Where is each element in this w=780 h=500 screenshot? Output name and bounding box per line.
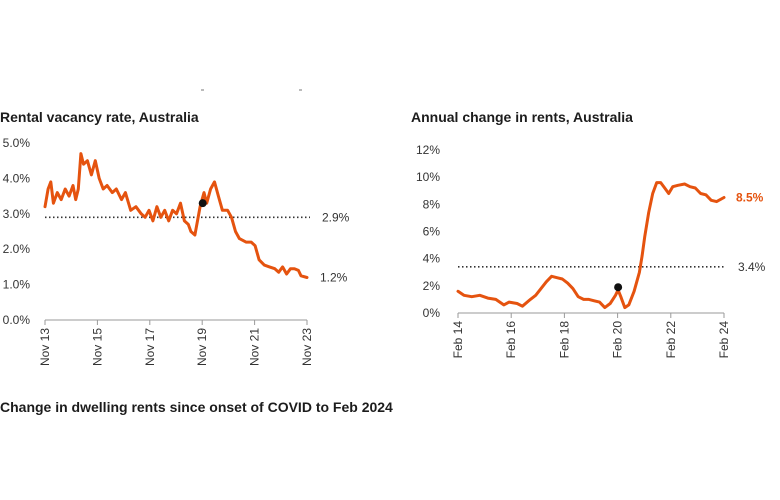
marker-point [198, 199, 207, 208]
y-tick-label: 4% [423, 252, 441, 266]
end-value-label: 8.5% [736, 191, 764, 205]
chart-title-vacancy: Rental vacancy rate, Australia [0, 109, 199, 125]
x-tick-label: Nov 13 [38, 328, 52, 366]
x-tick-label: Feb 16 [504, 321, 518, 359]
y-tick-label: 1.0% [3, 278, 31, 292]
y-tick-label: 10% [416, 170, 440, 184]
y-tick-label: 3.0% [3, 207, 31, 221]
footer-title: Change in dwelling rents since onset of … [0, 399, 393, 415]
y-tick-label: 8% [423, 197, 441, 211]
series-line [456, 181, 726, 310]
y-tick-label: 12% [416, 143, 440, 157]
end-value-label: 1.2% [320, 271, 348, 285]
reference-line-label: 2.9% [322, 210, 350, 224]
x-tick-label: Feb 18 [557, 321, 571, 359]
series-line [43, 152, 309, 279]
x-tick-label: Nov 15 [90, 328, 104, 366]
x-tick-label: Nov 21 [248, 328, 262, 366]
x-tick-label: Nov 19 [195, 328, 209, 366]
y-tick-label: 0.0% [3, 313, 31, 327]
decorative-mark [201, 89, 204, 91]
x-tick-label: Nov 23 [300, 328, 314, 366]
y-tick-label: 4.0% [3, 171, 31, 185]
x-tick-label: Feb 24 [717, 321, 731, 359]
x-tick-label: Feb 20 [611, 321, 625, 359]
chart-title-rent-change: Annual change in rents, Australia [411, 109, 633, 125]
x-tick-label: Feb 14 [451, 321, 465, 359]
y-tick-label: 6% [423, 225, 441, 239]
y-tick-label: 2% [423, 279, 441, 293]
reference-line-label: 3.4% [738, 260, 766, 274]
marker-point [614, 283, 623, 292]
y-tick-label: 2.0% [3, 242, 31, 256]
x-tick-label: Feb 22 [664, 321, 678, 359]
x-tick-label: Nov 17 [143, 328, 157, 366]
y-tick-label: 5.0% [3, 136, 31, 150]
decorative-mark [299, 89, 302, 91]
y-tick-label: 0% [423, 306, 441, 320]
